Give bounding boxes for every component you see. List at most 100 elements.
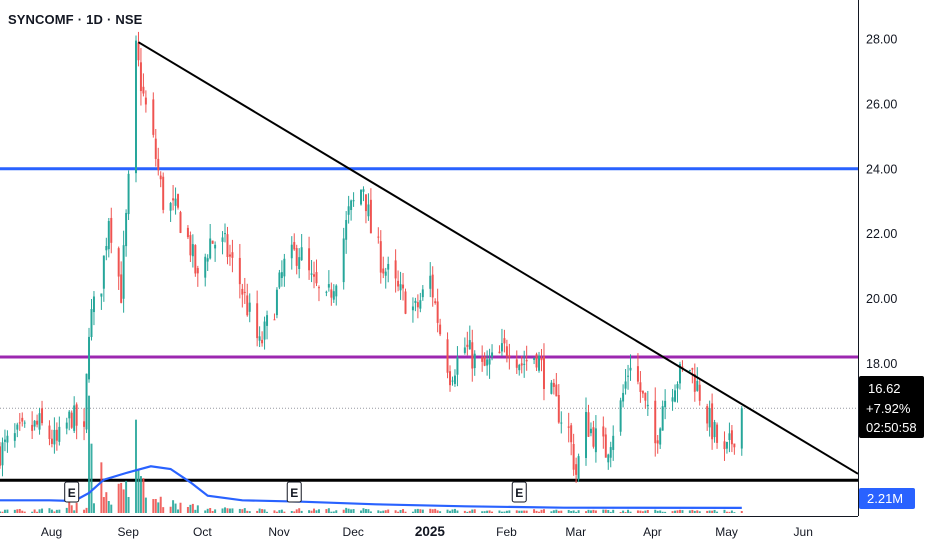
candle-body xyxy=(419,300,422,309)
candle-body xyxy=(142,86,145,94)
volume-bar xyxy=(211,510,214,513)
volume-bar xyxy=(491,511,494,513)
volume-bar xyxy=(624,512,627,513)
candle-body xyxy=(58,426,61,442)
candle-body xyxy=(661,406,664,431)
candle-body xyxy=(117,248,120,277)
candle-body xyxy=(728,433,731,441)
candle-body xyxy=(538,355,541,371)
candle-body xyxy=(325,291,328,293)
volume-bar xyxy=(315,510,318,513)
volume-bar xyxy=(567,509,570,513)
candle-body xyxy=(122,245,125,299)
candle-body xyxy=(261,339,264,344)
candle-body xyxy=(83,421,86,427)
earnings-marker-3[interactable] xyxy=(511,481,527,503)
volume-bar xyxy=(142,478,145,513)
volume-bar xyxy=(65,507,68,513)
price-badge-countdown: 02:50:58 xyxy=(866,420,917,435)
volume-bar xyxy=(266,511,269,513)
earnings-marker-label: E xyxy=(290,486,298,500)
candle-body xyxy=(602,426,605,437)
volume-bar xyxy=(533,509,536,513)
symbol-header[interactable]: SYNCOMF · 1D · NSE xyxy=(8,12,142,27)
volume-bars xyxy=(0,395,743,513)
price-tick-label: 24.00 xyxy=(866,162,897,176)
candle-body xyxy=(654,400,657,444)
volume-bar xyxy=(85,507,88,513)
candle-body xyxy=(127,173,130,215)
candle-body xyxy=(68,411,71,419)
candle-body xyxy=(33,420,36,427)
volume-bar xyxy=(224,507,226,513)
volume-bar xyxy=(144,497,147,513)
volume-bar xyxy=(0,511,1,513)
candle-body xyxy=(211,240,214,244)
candle-body xyxy=(429,275,432,289)
candle-body xyxy=(416,302,419,308)
candle-body xyxy=(105,246,108,251)
candle-body xyxy=(674,390,677,402)
candles xyxy=(0,31,743,483)
volume-bar xyxy=(505,510,508,513)
time-axis[interactable]: Aug Sep Oct Nov Dec 2025 Feb Mar Apr May Jun xyxy=(41,524,813,539)
candle-body xyxy=(191,244,194,257)
price-badge-price: 16.62 xyxy=(868,381,901,396)
earnings-marker-2[interactable] xyxy=(286,481,302,503)
candle-body xyxy=(567,426,570,428)
candle-body xyxy=(300,247,303,261)
candle-body xyxy=(204,256,207,278)
volume-bar xyxy=(612,509,615,513)
volume-bar xyxy=(446,509,449,513)
volume-bar xyxy=(451,509,454,513)
candle-body xyxy=(258,336,261,341)
volume-bar xyxy=(102,497,105,513)
candle-body xyxy=(716,424,719,443)
volume-bar xyxy=(708,510,711,513)
volume-bar xyxy=(186,506,189,513)
candle-body xyxy=(560,422,563,424)
candle-body xyxy=(0,446,1,466)
volume-bar xyxy=(508,510,511,513)
candle-body xyxy=(491,352,494,358)
candle-body xyxy=(315,272,318,284)
candle-body xyxy=(73,405,76,431)
volume-bar xyxy=(154,498,157,513)
volume-bar xyxy=(439,511,442,513)
trendline[interactable] xyxy=(137,41,859,475)
candle-body xyxy=(186,227,189,238)
earnings-marker-1[interactable] xyxy=(64,481,80,503)
volume-bar xyxy=(678,509,681,513)
candle-body xyxy=(214,244,217,249)
volume-bar xyxy=(231,508,234,513)
candle-body xyxy=(639,382,642,392)
volume-bar xyxy=(36,511,39,513)
candle-body xyxy=(696,380,699,391)
volume-bar xyxy=(449,510,452,513)
price-tick-label: 20.00 xyxy=(866,292,897,306)
volume-bar xyxy=(585,511,588,513)
candle-body xyxy=(31,424,34,431)
volume-bar xyxy=(646,509,649,513)
volume-bar xyxy=(659,510,662,513)
volume-bar xyxy=(607,510,610,513)
volume-bar xyxy=(518,510,521,513)
candle-body xyxy=(85,373,88,430)
candle-body xyxy=(466,344,469,347)
descending-trendline[interactable] xyxy=(137,41,859,475)
volume-bar xyxy=(41,508,44,513)
candle-body xyxy=(468,340,471,350)
volume-bar xyxy=(256,510,259,513)
time-tick-label: Oct xyxy=(193,525,212,539)
volume-bar xyxy=(16,509,19,513)
volume-bar xyxy=(706,510,709,513)
volume-bar xyxy=(572,510,575,513)
candle-body xyxy=(636,366,639,382)
volume-bar xyxy=(730,510,733,513)
volume-bar xyxy=(243,508,246,513)
volume-bar xyxy=(347,508,350,513)
volume-bar xyxy=(263,509,266,513)
